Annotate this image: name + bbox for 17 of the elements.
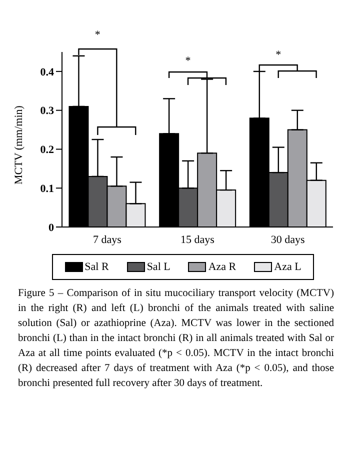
text: * — [94, 29, 100, 41]
y-tick-label: 0.4 — [40, 66, 54, 78]
legend-label: Aza L — [274, 261, 302, 273]
y-tick-label: 0.2 — [40, 144, 54, 156]
annotation: * — [276, 49, 282, 61]
y-axis-title: MCTV (mm/min) — [12, 105, 25, 184]
x-tick-label: 15 days — [180, 234, 214, 246]
y-tick-label: 0.3 — [40, 105, 54, 118]
y-tick-label: 0.1 — [40, 183, 54, 196]
x-tick-label: 30 days — [270, 234, 305, 246]
legend-label: Sal R — [84, 261, 109, 273]
annotation: * — [185, 55, 191, 67]
caption: Figure 5 – Comparison of in situ mucociliary transport velocity (MCTV) in the right (R) and left (L) bronchi of the animals treated with saline solution (Sal) or azathioprine (Aza). MCTV was lower in the sectioned bronchi (L) than in the intact bronchi (R) in all animals treated with Sal or Aza at all time points evaluated (*p < 0.05). MCTV in the intact bronchi (R) decreased after 7 days of treatment with Aza (*p < 0.05), and those bronchi presented full recovery after 30 days of treatment. — [18, 287, 334, 391]
legend-label: Sal L — [146, 261, 170, 273]
legend-label: Aza R — [208, 261, 236, 273]
x-tick-label: 7 days — [92, 234, 122, 246]
y-tick-label: 0 — [48, 222, 54, 234]
